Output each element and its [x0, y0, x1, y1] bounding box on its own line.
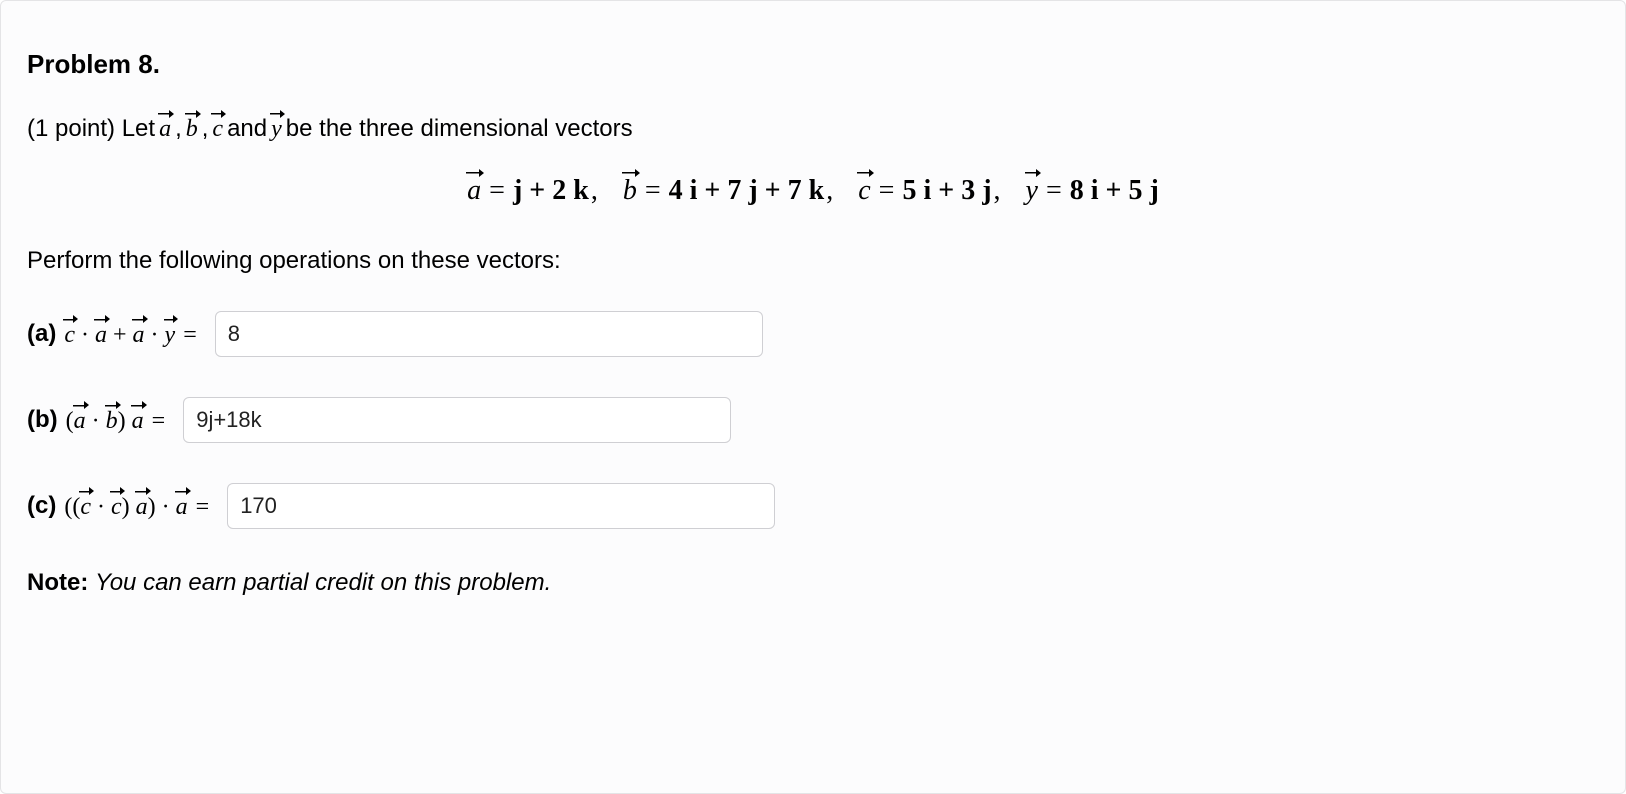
part-b-label: (b)	[27, 406, 58, 434]
part-b-expr: (a·b) a =	[66, 406, 174, 435]
part-a-input[interactable]	[215, 311, 763, 357]
def-b-lhs: b	[623, 173, 637, 207]
note: Note: You can earn partial credit on thi…	[27, 569, 1599, 597]
problem-title: Problem 8.	[27, 49, 1599, 80]
vec-b: b	[186, 114, 198, 143]
def-a-lhs: a	[467, 173, 481, 207]
def-b-rhs: 4 i + 7 j + 7 k	[669, 175, 825, 207]
part-a-label: (a)	[27, 320, 56, 348]
part-c-expr: ((c·c) a)·a =	[64, 492, 217, 521]
equals-icon: =	[489, 175, 505, 207]
part-b-row: (b) (a·b) a =	[27, 397, 1599, 443]
part-c-row: (c) ((c·c) a)·a =	[27, 483, 1599, 529]
part-a-row: (a) c·a + a·y =	[27, 311, 1599, 357]
part-b-input[interactable]	[183, 397, 731, 443]
vec-y: y	[271, 114, 282, 143]
instruction: Perform the following operations on thes…	[27, 247, 1599, 275]
sep2: ,	[202, 115, 209, 143]
def-c-lhs: c	[858, 173, 870, 207]
def-y-lhs: y	[1026, 173, 1038, 207]
equals-icon: =	[879, 175, 895, 207]
def-a-rhs: j + 2 k	[513, 175, 589, 207]
vec-c: c	[212, 114, 223, 143]
prompt-line: (1 point) Let a , b , c and y be the thr…	[27, 114, 1599, 143]
vec-a: a	[159, 114, 171, 143]
part-a-expr: c·a + a·y =	[64, 320, 204, 349]
def-y-rhs: 8 i + 5 j	[1070, 175, 1159, 207]
prompt-prefix: (1 point) Let	[27, 115, 155, 143]
sep1: ,	[175, 115, 182, 143]
part-c-input[interactable]	[227, 483, 775, 529]
equals-icon: =	[645, 175, 661, 207]
note-label: Note	[27, 569, 80, 596]
vector-definitions: a = j + 2 k , b = 4 i + 7 j + 7 k , c = …	[27, 173, 1599, 207]
equals-icon: =	[1046, 175, 1062, 207]
problem-card: Problem 8. (1 point) Let a , b , c and y…	[0, 0, 1626, 794]
def-c-rhs: 5 i + 3 j	[902, 175, 991, 207]
part-c-label: (c)	[27, 492, 56, 520]
sep3: and	[227, 115, 267, 143]
prompt-suffix: be the three dimensional vectors	[286, 115, 633, 143]
note-text: You can earn partial credit on this prob…	[95, 569, 551, 596]
